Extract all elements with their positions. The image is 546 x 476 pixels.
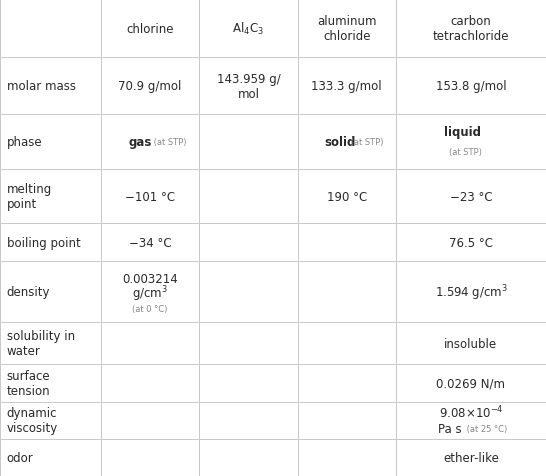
Text: chlorine: chlorine	[127, 22, 174, 36]
Text: 143.959 g/
mol: 143.959 g/ mol	[217, 73, 280, 100]
Text: 0.003214: 0.003214	[122, 272, 178, 285]
Text: melting
point: melting point	[7, 183, 52, 211]
Text: odor: odor	[7, 451, 33, 464]
Text: −34 °C: −34 °C	[129, 236, 171, 249]
Text: g/cm$^3$: g/cm$^3$	[132, 284, 168, 304]
Text: 9.08$\times$10$^{-4}$: 9.08$\times$10$^{-4}$	[438, 404, 503, 421]
Text: density: density	[7, 286, 50, 299]
Text: ether-like: ether-like	[443, 451, 499, 464]
Text: 70.9 g/mol: 70.9 g/mol	[118, 80, 182, 93]
Text: solubility in
water: solubility in water	[7, 330, 75, 357]
Text: 0.0269 N/m: 0.0269 N/m	[436, 377, 506, 390]
Text: −101 °C: −101 °C	[125, 190, 175, 203]
Text: (at 0 °C): (at 0 °C)	[133, 305, 168, 314]
Text: (at STP): (at STP)	[348, 138, 383, 147]
Text: 133.3 g/mol: 133.3 g/mol	[311, 80, 382, 93]
Text: surface
tension: surface tension	[7, 369, 50, 397]
Text: −23 °C: −23 °C	[449, 190, 492, 203]
Text: aluminum
chloride: aluminum chloride	[317, 15, 376, 43]
Text: molar mass: molar mass	[7, 80, 75, 93]
Text: Al$_4$C$_3$: Al$_4$C$_3$	[233, 21, 264, 37]
Text: boiling point: boiling point	[7, 236, 80, 249]
Text: phase: phase	[7, 136, 42, 149]
Text: 1.594 g/cm$^3$: 1.594 g/cm$^3$	[435, 282, 507, 302]
Text: 76.5 °C: 76.5 °C	[449, 236, 493, 249]
Text: 153.8 g/mol: 153.8 g/mol	[436, 80, 506, 93]
Text: solid: solid	[325, 136, 356, 149]
Text: gas: gas	[128, 136, 152, 149]
Text: liquid: liquid	[443, 126, 480, 139]
Text: carbon
tetrachloride: carbon tetrachloride	[432, 15, 509, 43]
Text: (at STP): (at STP)	[151, 138, 187, 147]
Text: 190 °C: 190 °C	[327, 190, 367, 203]
Text: Pa s: Pa s	[438, 422, 462, 435]
Text: dynamic
viscosity: dynamic viscosity	[7, 407, 58, 435]
Text: (at STP): (at STP)	[449, 148, 482, 157]
Text: (at 25 °C): (at 25 °C)	[464, 424, 508, 433]
Text: insoluble: insoluble	[444, 337, 497, 350]
